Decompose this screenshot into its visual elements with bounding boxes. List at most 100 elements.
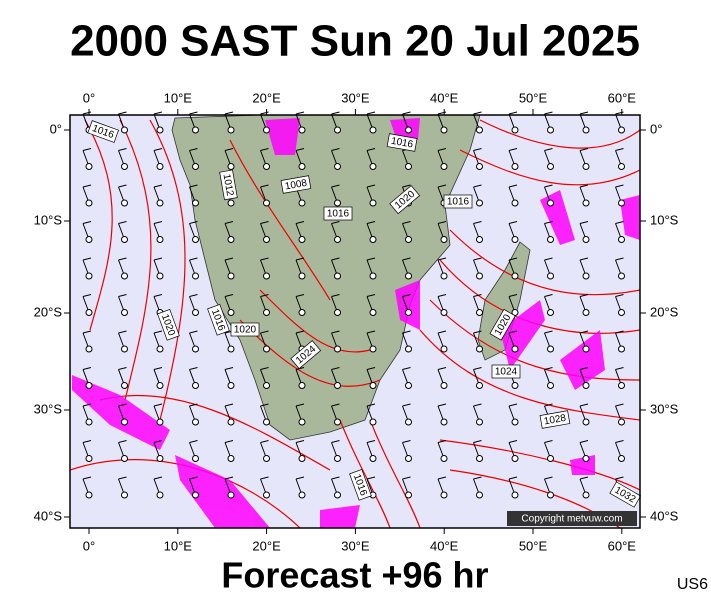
madagascar <box>477 241 531 361</box>
lat-label: 20°S <box>650 304 679 319</box>
barb-station <box>369 199 377 207</box>
barb-station <box>582 382 590 389</box>
isobar-label-box <box>491 364 521 379</box>
barb-station <box>618 126 625 134</box>
barb-station <box>227 126 235 134</box>
barb-flag <box>579 221 589 224</box>
barb-flag <box>402 330 411 334</box>
barb-flag <box>437 403 447 407</box>
barb-station <box>511 272 519 280</box>
barb-flag <box>295 294 305 297</box>
barb-flag <box>544 330 553 334</box>
barb-flag <box>331 330 340 334</box>
barb-station <box>298 309 306 316</box>
barb-flag <box>508 330 518 334</box>
barb-station <box>369 163 377 170</box>
barb-flag <box>189 111 198 115</box>
isobar-label: 1024 <box>491 364 521 379</box>
barb-station <box>263 309 270 316</box>
barb-flag <box>579 148 589 151</box>
barb-flag <box>366 403 376 407</box>
barb-flag <box>153 257 163 261</box>
barb-station <box>227 418 235 426</box>
barb-station <box>263 345 270 353</box>
barb-flag <box>579 257 589 261</box>
barb-flag <box>437 367 447 370</box>
isobar-label-text: 1012 <box>221 173 236 197</box>
barb-flag <box>366 111 376 115</box>
barb-station <box>298 236 306 243</box>
lat-label: 10°S <box>650 212 679 227</box>
barb-station <box>121 272 128 280</box>
barb-flag <box>437 476 447 480</box>
barb-station <box>263 418 270 426</box>
barb-station <box>511 382 519 389</box>
barb-flag <box>473 184 482 188</box>
barb-flag <box>331 476 340 480</box>
barb-station <box>85 382 93 389</box>
barb-station <box>440 418 448 426</box>
barb-station <box>511 163 519 170</box>
barb-station <box>156 199 164 207</box>
barb-flag <box>615 294 624 297</box>
barb-flag <box>402 476 411 480</box>
isobar-label-text: 1016 <box>327 209 350 220</box>
barb-flag <box>82 148 92 151</box>
barb-station <box>582 126 590 134</box>
lat-label: 30°S <box>34 401 63 416</box>
barb-station <box>192 382 199 389</box>
axis-labels: 0° 0° 10°E 10°E 20°E 20°E 30°E 30°E 40°E 40°E 50°E… <box>34 90 679 553</box>
barb-flag <box>331 111 340 115</box>
barb-station <box>618 163 625 170</box>
barb-station <box>476 345 483 353</box>
barb-flag <box>473 294 482 297</box>
barb-station <box>192 418 199 426</box>
barb-flag <box>615 403 624 407</box>
isobar-label-box <box>230 322 260 337</box>
lon-label: 50°E <box>519 90 548 105</box>
barb-station <box>85 309 93 316</box>
barb-station <box>369 455 377 462</box>
barb-flag <box>508 148 518 151</box>
barb-flag <box>579 330 589 334</box>
barb-flag <box>118 111 127 115</box>
barb-flag <box>366 367 376 370</box>
barb-flag <box>260 221 269 224</box>
barb-station <box>334 382 341 389</box>
barb-flag <box>544 221 553 224</box>
barb-station <box>547 199 554 207</box>
barb-flag <box>544 294 553 297</box>
barb-station <box>85 455 93 462</box>
barb-flag <box>331 184 340 188</box>
barb-station <box>405 163 412 170</box>
lon-label: 30°E <box>341 90 370 105</box>
barb-station <box>582 236 590 243</box>
barb-station <box>405 272 412 280</box>
barb-flag <box>260 440 269 443</box>
isobar-label: 1016 <box>386 133 418 152</box>
barb-station <box>298 382 306 389</box>
barb-flag <box>473 476 482 480</box>
barb-station <box>476 382 483 389</box>
barb-station <box>121 199 128 207</box>
barb-flag <box>508 294 518 297</box>
isobar-label-box <box>219 169 238 201</box>
barb-flag <box>82 367 92 370</box>
barb-flag <box>118 148 127 151</box>
barb-station <box>227 309 235 316</box>
lon-label: 50°E <box>519 538 548 553</box>
isobar-label-box <box>443 194 473 209</box>
barb-flag <box>260 367 269 370</box>
barb-station <box>369 345 377 353</box>
barb-station <box>121 345 128 353</box>
barb-station <box>263 455 270 462</box>
barb-station <box>476 309 483 316</box>
barb-flag <box>224 294 234 297</box>
isobar-label-box <box>489 308 516 341</box>
barb-station <box>263 236 270 243</box>
barb-station <box>192 199 199 207</box>
barb-flag <box>402 294 411 297</box>
barb-flag <box>508 257 518 261</box>
barb-station <box>440 455 448 462</box>
barb-station <box>85 199 93 207</box>
